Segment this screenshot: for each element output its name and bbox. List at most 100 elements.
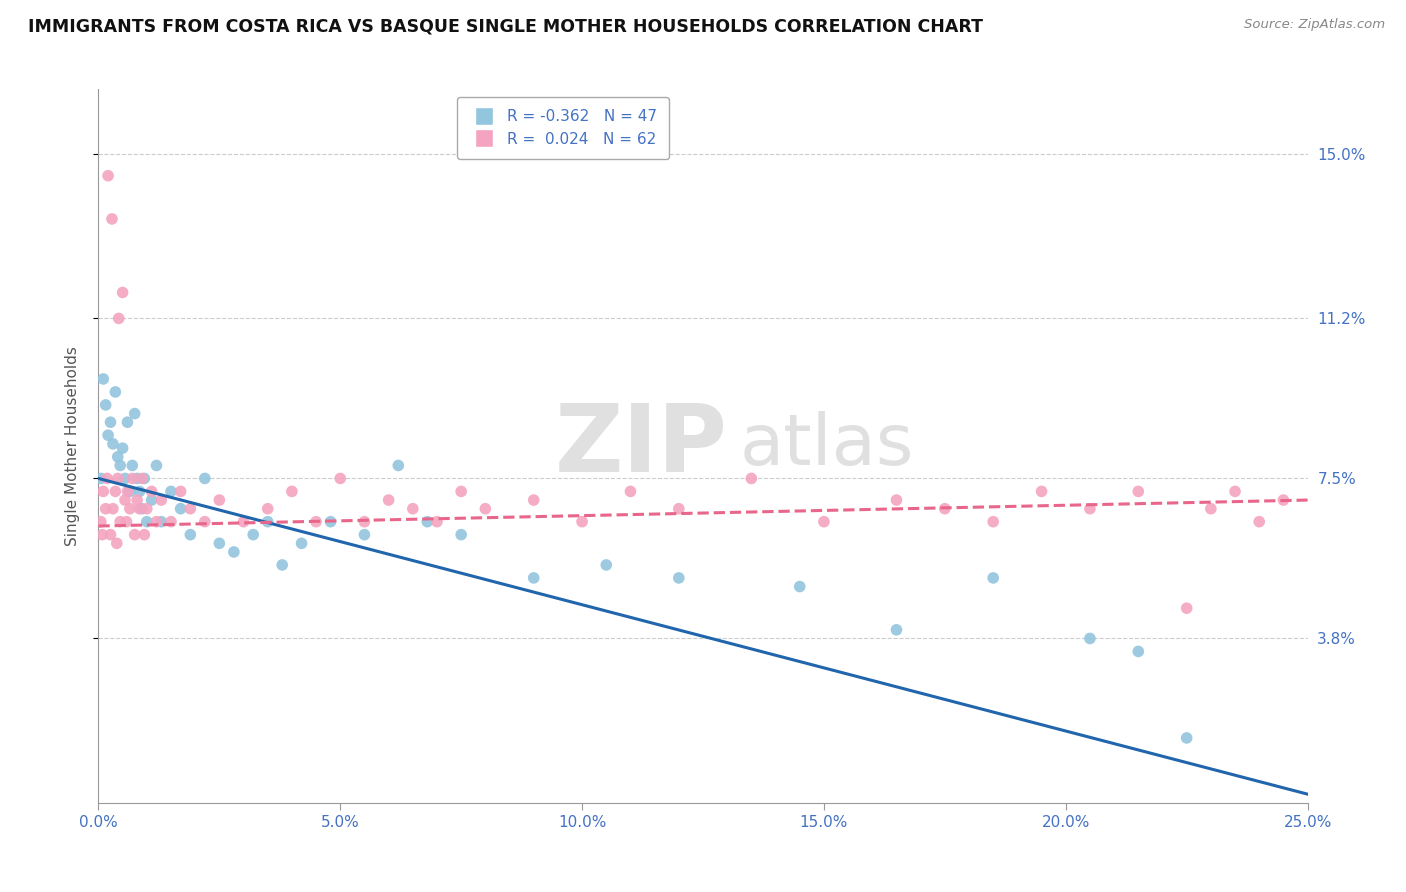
Point: [134, 527, 156, 541]
Point: [141, 493, 163, 508]
Point: [135, 515, 157, 529]
Point: [194, 515, 217, 529]
Point: [934, 501, 956, 516]
Point: [619, 484, 641, 499]
Point: [194, 471, 217, 485]
Legend: R = -0.362   N = 47, R =  0.024   N = 62: R = -0.362 N = 47, R = 0.024 N = 62: [457, 97, 669, 159]
Point: [387, 458, 409, 473]
Point: [127, 471, 149, 485]
Point: [1078, 632, 1101, 646]
Text: atlas: atlas: [740, 411, 914, 481]
Point: [100, 415, 122, 429]
Point: [100, 527, 122, 541]
Point: [91, 372, 114, 386]
Point: [981, 515, 1004, 529]
Point: [128, 484, 150, 499]
Point: [117, 484, 139, 499]
Point: [107, 450, 129, 464]
Point: [150, 493, 173, 508]
Point: [740, 471, 762, 485]
Point: [90, 515, 112, 529]
Point: [124, 527, 146, 541]
Point: [160, 515, 183, 529]
Point: [256, 501, 278, 516]
Point: [353, 515, 375, 529]
Point: [105, 536, 128, 550]
Point: [91, 527, 114, 541]
Point: [91, 484, 114, 499]
Point: [97, 169, 120, 183]
Point: [141, 484, 163, 499]
Point: [523, 493, 546, 508]
Point: [1199, 501, 1222, 516]
Point: [127, 493, 149, 508]
Point: [101, 437, 124, 451]
Point: [523, 571, 546, 585]
Point: [1031, 484, 1053, 499]
Point: [208, 493, 231, 508]
Point: [160, 484, 183, 499]
Point: [179, 527, 201, 541]
Point: [134, 471, 156, 485]
Point: [96, 471, 118, 485]
Point: [813, 515, 835, 529]
Point: [595, 558, 617, 572]
Point: [111, 441, 134, 455]
Text: Source: ZipAtlas.com: Source: ZipAtlas.com: [1244, 18, 1385, 31]
Point: [107, 311, 129, 326]
Point: [450, 484, 472, 499]
Point: [981, 571, 1004, 585]
Point: [104, 484, 127, 499]
Point: [668, 571, 690, 585]
Text: IMMIGRANTS FROM COSTA RICA VS BASQUE SINGLE MOTHER HOUSEHOLDS CORRELATION CHART: IMMIGRANTS FROM COSTA RICA VS BASQUE SIN…: [28, 18, 983, 36]
Point: [145, 458, 167, 473]
Y-axis label: Single Mother Households: Single Mother Households: [65, 346, 80, 546]
Point: [128, 501, 150, 516]
Point: [90, 471, 112, 485]
Point: [111, 285, 134, 300]
Point: [135, 501, 157, 516]
Point: [290, 536, 312, 550]
Point: [108, 515, 131, 529]
Point: [208, 536, 231, 550]
Point: [305, 515, 328, 529]
Point: [271, 558, 294, 572]
Point: [242, 527, 264, 541]
Point: [1078, 501, 1101, 516]
Point: [94, 398, 117, 412]
Point: [571, 515, 593, 529]
Point: [101, 501, 124, 516]
Point: [256, 515, 278, 529]
Point: [107, 471, 129, 485]
Text: ZIP: ZIP: [554, 400, 727, 492]
Point: [668, 501, 690, 516]
Point: [179, 501, 201, 516]
Point: [416, 515, 439, 529]
Point: [118, 501, 141, 516]
Point: [1223, 484, 1246, 499]
Point: [450, 527, 472, 541]
Point: [222, 545, 245, 559]
Point: [121, 471, 143, 485]
Point: [789, 580, 811, 594]
Point: [94, 501, 117, 516]
Point: [1128, 484, 1150, 499]
Point: [377, 493, 399, 508]
Point: [1175, 731, 1198, 745]
Point: [232, 515, 254, 529]
Point: [426, 515, 449, 529]
Point: [104, 384, 127, 399]
Point: [353, 527, 375, 541]
Point: [115, 515, 138, 529]
Point: [121, 458, 143, 473]
Point: [1128, 644, 1150, 658]
Point: [402, 501, 425, 516]
Point: [145, 515, 167, 529]
Point: [118, 484, 141, 499]
Point: [131, 471, 153, 485]
Point: [97, 428, 120, 442]
Point: [169, 501, 191, 516]
Point: [114, 493, 136, 508]
Point: [117, 415, 139, 429]
Point: [886, 623, 908, 637]
